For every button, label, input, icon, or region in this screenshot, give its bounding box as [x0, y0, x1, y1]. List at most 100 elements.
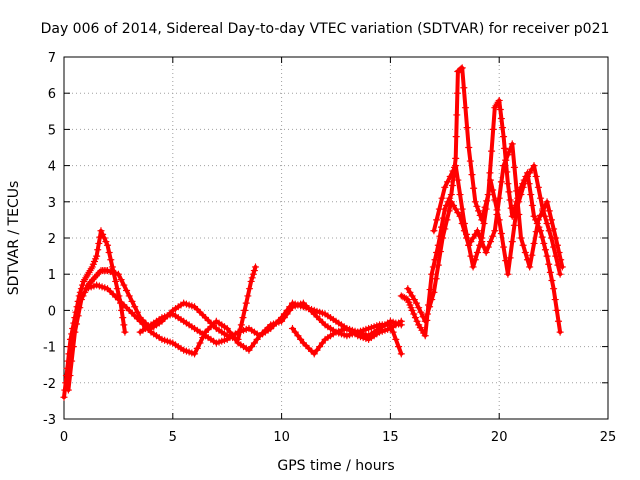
data-point — [421, 332, 429, 340]
data-point — [340, 325, 348, 334]
data-point — [307, 305, 316, 314]
data-point — [163, 337, 171, 345]
data-point — [118, 306, 126, 314]
data-point — [74, 312, 82, 320]
data-point — [528, 251, 536, 259]
data-point — [133, 314, 142, 323]
y-tick-label: -3 — [43, 413, 56, 428]
data-point — [201, 314, 210, 322]
data-point — [530, 239, 538, 248]
data-point — [248, 343, 256, 351]
data-point — [318, 318, 326, 326]
y-tick-label: 0 — [48, 304, 56, 319]
data-point — [462, 230, 471, 238]
data-point — [453, 111, 461, 119]
data-point — [497, 229, 505, 238]
data-point — [421, 317, 429, 325]
data-point — [550, 285, 558, 293]
data-point — [294, 332, 302, 340]
y-tick-label: 7 — [48, 51, 56, 66]
data-point — [117, 298, 125, 306]
data-point — [188, 349, 196, 357]
data-point — [510, 221, 519, 229]
data-point — [95, 282, 103, 290]
data-point — [125, 292, 133, 300]
data-point — [463, 123, 471, 132]
data-point — [117, 276, 125, 284]
data-point — [313, 346, 321, 354]
data-point — [158, 314, 166, 322]
data-point — [305, 344, 313, 353]
data-point — [166, 338, 174, 346]
data-point — [95, 239, 103, 248]
data-point — [543, 252, 551, 260]
data-point — [548, 276, 556, 285]
data-point — [499, 162, 508, 170]
data-point — [108, 263, 117, 271]
data-point — [426, 285, 434, 294]
data-point — [90, 257, 99, 266]
data-point — [294, 301, 302, 309]
data-point — [530, 212, 538, 220]
data-point — [446, 194, 454, 202]
data-point — [76, 304, 84, 312]
data-point — [474, 207, 483, 215]
data-point — [100, 234, 108, 242]
data-point — [504, 270, 512, 278]
x-tick-label: 5 — [169, 430, 177, 445]
data-point — [291, 328, 299, 336]
data-point — [310, 306, 318, 314]
data-point — [515, 198, 523, 206]
data-point — [404, 285, 412, 293]
data-point — [430, 227, 438, 235]
data-point — [244, 292, 252, 300]
data-point — [354, 332, 362, 340]
data-point — [425, 303, 434, 311]
data-point — [506, 254, 514, 262]
data-point — [439, 214, 447, 222]
data-point — [419, 313, 427, 321]
data-point — [491, 196, 499, 204]
data-point — [280, 310, 288, 318]
data-point — [510, 163, 519, 172]
data-point — [275, 316, 283, 324]
data-point — [470, 184, 478, 192]
x-axis-label: GPS time / hours — [277, 458, 394, 474]
data-point — [180, 299, 188, 307]
data-point — [541, 246, 550, 254]
data-point — [239, 326, 248, 334]
data-point — [196, 339, 204, 347]
data-point — [471, 230, 479, 238]
data-point — [96, 233, 104, 241]
data-point — [431, 256, 439, 264]
data-point — [93, 252, 101, 260]
data-point — [517, 190, 525, 199]
data-point — [523, 256, 532, 264]
data-point — [527, 190, 535, 199]
data-point — [365, 324, 373, 333]
data-point — [495, 96, 503, 105]
data-point — [88, 263, 96, 271]
data-point — [122, 286, 131, 295]
data-point — [297, 335, 305, 343]
data-point — [237, 321, 245, 329]
data-point — [410, 310, 418, 318]
data-point — [91, 255, 100, 263]
data-point — [193, 344, 201, 353]
data-point — [550, 243, 558, 251]
data-point — [109, 268, 117, 276]
data-point — [71, 328, 79, 336]
data-point — [458, 205, 466, 213]
data-point — [497, 178, 505, 186]
series-track-d — [136, 299, 405, 347]
data-point — [413, 317, 421, 325]
data-point — [473, 202, 481, 210]
data-point — [534, 183, 542, 191]
data-point — [502, 156, 510, 164]
data-point — [316, 315, 324, 324]
data-point — [525, 180, 533, 188]
data-point — [375, 328, 384, 336]
data-point — [452, 162, 460, 170]
data-point — [504, 180, 512, 188]
data-point — [430, 288, 438, 296]
